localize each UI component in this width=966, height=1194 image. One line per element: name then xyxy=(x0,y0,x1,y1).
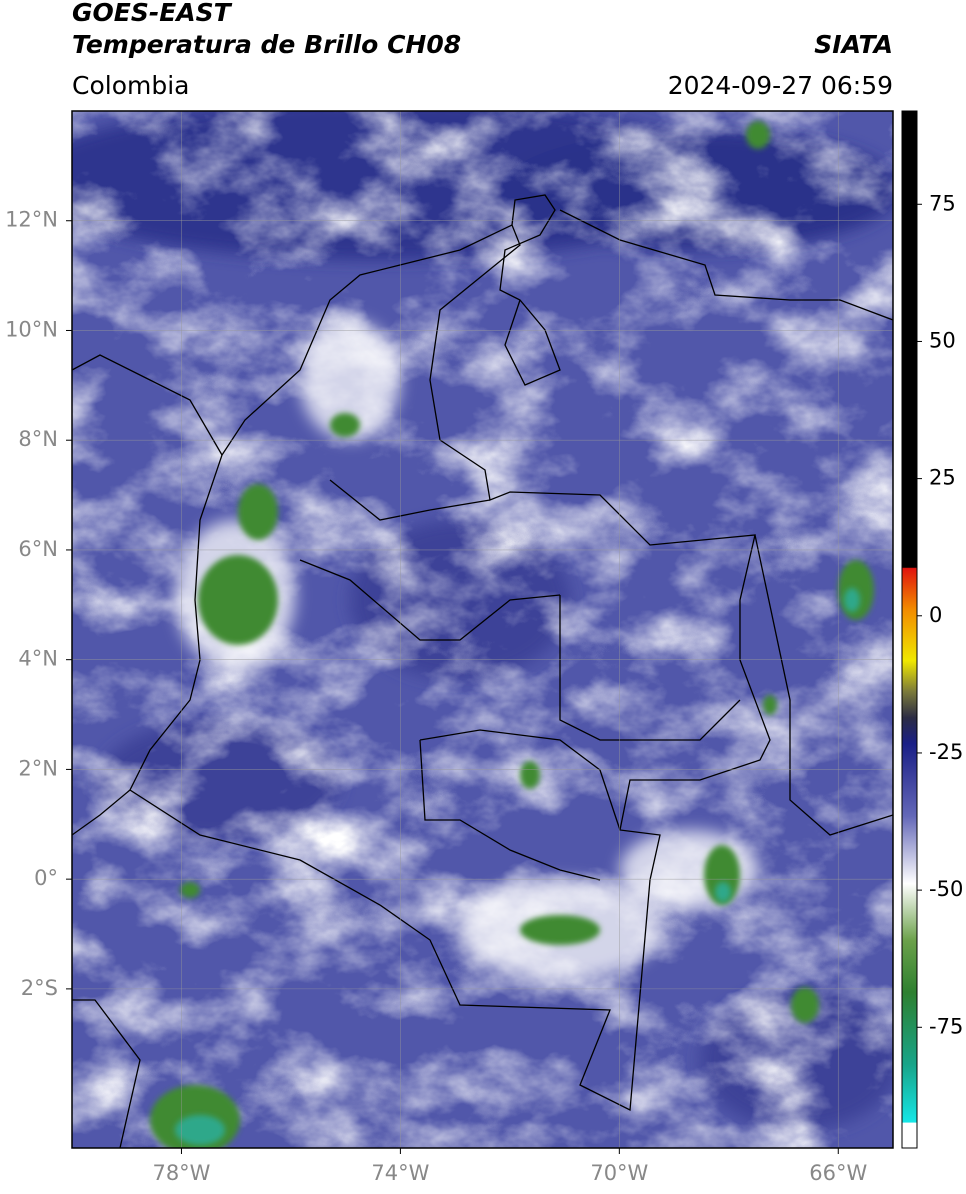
datetime: 2024-09-27 06:59 xyxy=(668,71,893,100)
y-tick-label: 2°S xyxy=(21,976,58,1000)
x-tick-label: 66°W xyxy=(809,1161,867,1185)
y-tick-label: 2°N xyxy=(18,756,58,780)
product: Temperatura de Brillo CH08 xyxy=(72,30,461,59)
colorbar-tick-label: 0 xyxy=(929,603,942,627)
x-tick-label: 70°W xyxy=(590,1161,648,1185)
y-tick-label: 4°N xyxy=(18,647,58,671)
agency: SIATA xyxy=(814,30,893,59)
colorbar-tick-label: -25 xyxy=(929,740,963,764)
colorbar-tick-label: 75 xyxy=(929,191,956,215)
y-tick-label: 6°N xyxy=(18,537,58,561)
colorbar-tick-label: -75 xyxy=(929,1014,963,1038)
y-tick-label: 12°N xyxy=(5,208,58,232)
y-tick-label: 10°N xyxy=(5,317,58,341)
satellite: GOES-EAST xyxy=(72,0,233,27)
x-tick-label: 78°W xyxy=(152,1161,210,1185)
map-frame xyxy=(71,110,894,1149)
region: Colombia xyxy=(72,71,189,100)
y-tick-label: 0° xyxy=(34,866,58,890)
satellite-image xyxy=(72,111,893,1148)
colorbar-tick-label: 25 xyxy=(929,466,956,490)
colorbar xyxy=(901,110,918,1149)
colorbar-tick-label: -50 xyxy=(929,877,963,901)
y-tick-label: 8°N xyxy=(18,427,58,451)
x-tick-label: 74°W xyxy=(371,1161,429,1185)
colorbar-tick-label: 50 xyxy=(929,328,956,352)
